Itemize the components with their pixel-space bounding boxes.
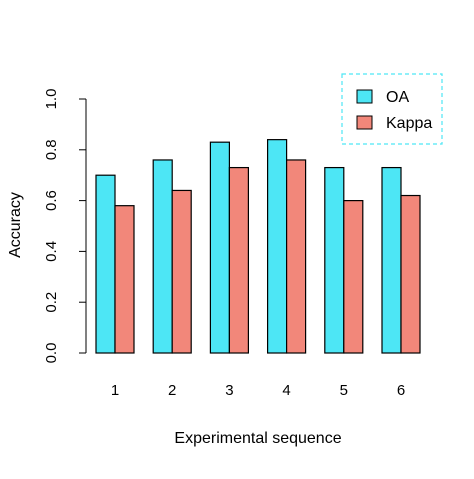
bar-kappa-3 xyxy=(228,166,249,354)
bar-kappa-6 xyxy=(400,194,421,354)
y-tick-label: 0.6 xyxy=(43,190,60,211)
y-tick-label: 0.4 xyxy=(43,241,60,262)
bar-oa-3 xyxy=(209,141,230,354)
y-tick-label: 0.2 xyxy=(43,292,60,313)
legend-label-oa: OA xyxy=(386,89,409,106)
bar-kappa-5 xyxy=(343,200,364,354)
bar-kappa-2 xyxy=(171,189,192,354)
y-tick-label: 1.0 xyxy=(43,89,60,110)
x-tick-label: 2 xyxy=(168,382,176,399)
x-tick-label: 4 xyxy=(282,382,290,399)
legend-label-kappa: Kappa xyxy=(386,115,432,132)
bars-group xyxy=(95,139,421,354)
legend-box xyxy=(341,73,443,145)
y-axis: 0.0 0.2 0.4 0.6 0.8 1.0 xyxy=(43,89,87,364)
bar-oa-5 xyxy=(324,166,345,354)
x-tick-label: 1 xyxy=(111,382,119,399)
bar-kappa-1 xyxy=(114,205,135,354)
y-tick-label: 0.0 xyxy=(43,343,60,364)
legend: OA Kappa xyxy=(341,73,443,145)
bar-oa-4 xyxy=(267,139,288,354)
bar-kappa-4 xyxy=(286,159,307,354)
bar-oa-6 xyxy=(381,166,402,354)
x-axis-ticks: 1 2 3 4 5 6 xyxy=(111,382,405,399)
x-tick-label: 3 xyxy=(225,382,233,399)
legend-swatch-kappa xyxy=(356,115,373,130)
x-tick-label: 5 xyxy=(340,382,348,399)
legend-swatch-oa xyxy=(356,89,373,104)
bar-oa-1 xyxy=(95,174,116,354)
y-axis-label: Accuracy xyxy=(7,192,24,258)
bar-oa-2 xyxy=(152,159,173,354)
x-axis-label: Experimental sequence xyxy=(174,430,341,447)
y-tick-label: 0.8 xyxy=(43,139,60,160)
x-tick-label: 6 xyxy=(397,382,405,399)
